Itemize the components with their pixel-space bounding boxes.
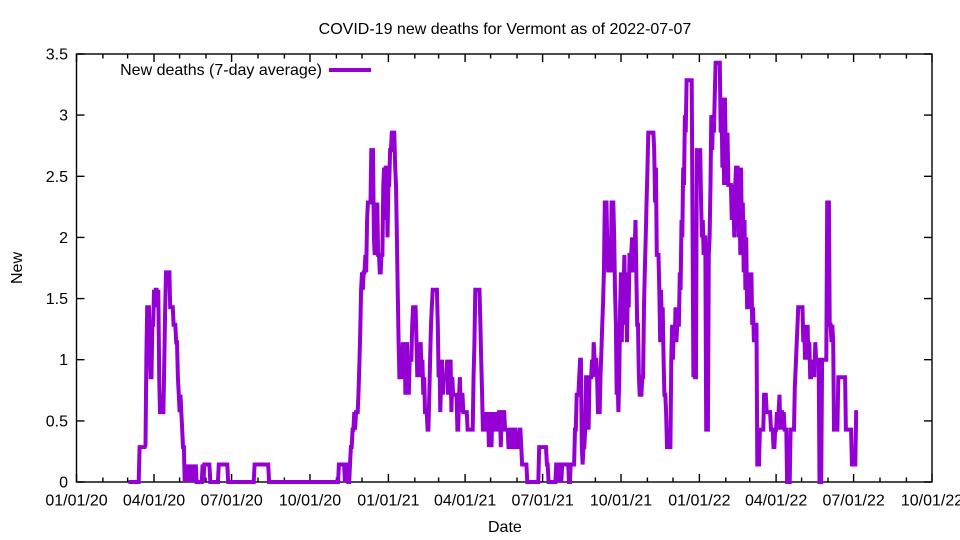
svg-text:New deaths (7-day average): New deaths (7-day average) — [120, 62, 322, 79]
svg-text:0: 0 — [59, 475, 68, 492]
svg-text:04/01/21: 04/01/21 — [434, 493, 496, 510]
svg-text:1.5: 1.5 — [46, 291, 68, 308]
svg-text:04/01/22: 04/01/22 — [745, 493, 807, 510]
svg-text:07/01/22: 07/01/22 — [822, 493, 884, 510]
svg-text:Date: Date — [488, 519, 522, 536]
svg-text:3.5: 3.5 — [46, 47, 68, 64]
svg-text:COVID-19 new deaths for Vermon: COVID-19 new deaths for Vermont as of 20… — [319, 21, 692, 38]
svg-text:01/01/21: 01/01/21 — [357, 493, 419, 510]
svg-text:07/01/20: 07/01/20 — [200, 493, 262, 510]
svg-text:01/01/20: 01/01/20 — [45, 493, 107, 510]
svg-text:07/01/21: 07/01/21 — [511, 493, 573, 510]
svg-text:2.5: 2.5 — [46, 169, 68, 186]
svg-text:1: 1 — [59, 352, 68, 369]
svg-text:10/01/22: 10/01/22 — [901, 493, 960, 510]
svg-text:New: New — [9, 252, 26, 284]
svg-text:10/01/20: 10/01/20 — [279, 493, 341, 510]
svg-text:0.5: 0.5 — [46, 413, 68, 430]
svg-text:2: 2 — [59, 230, 68, 247]
svg-text:04/01/20: 04/01/20 — [123, 493, 185, 510]
svg-text:10/01/21: 10/01/21 — [590, 493, 652, 510]
svg-text:01/01/22: 01/01/22 — [668, 493, 730, 510]
svg-text:3: 3 — [59, 108, 68, 125]
